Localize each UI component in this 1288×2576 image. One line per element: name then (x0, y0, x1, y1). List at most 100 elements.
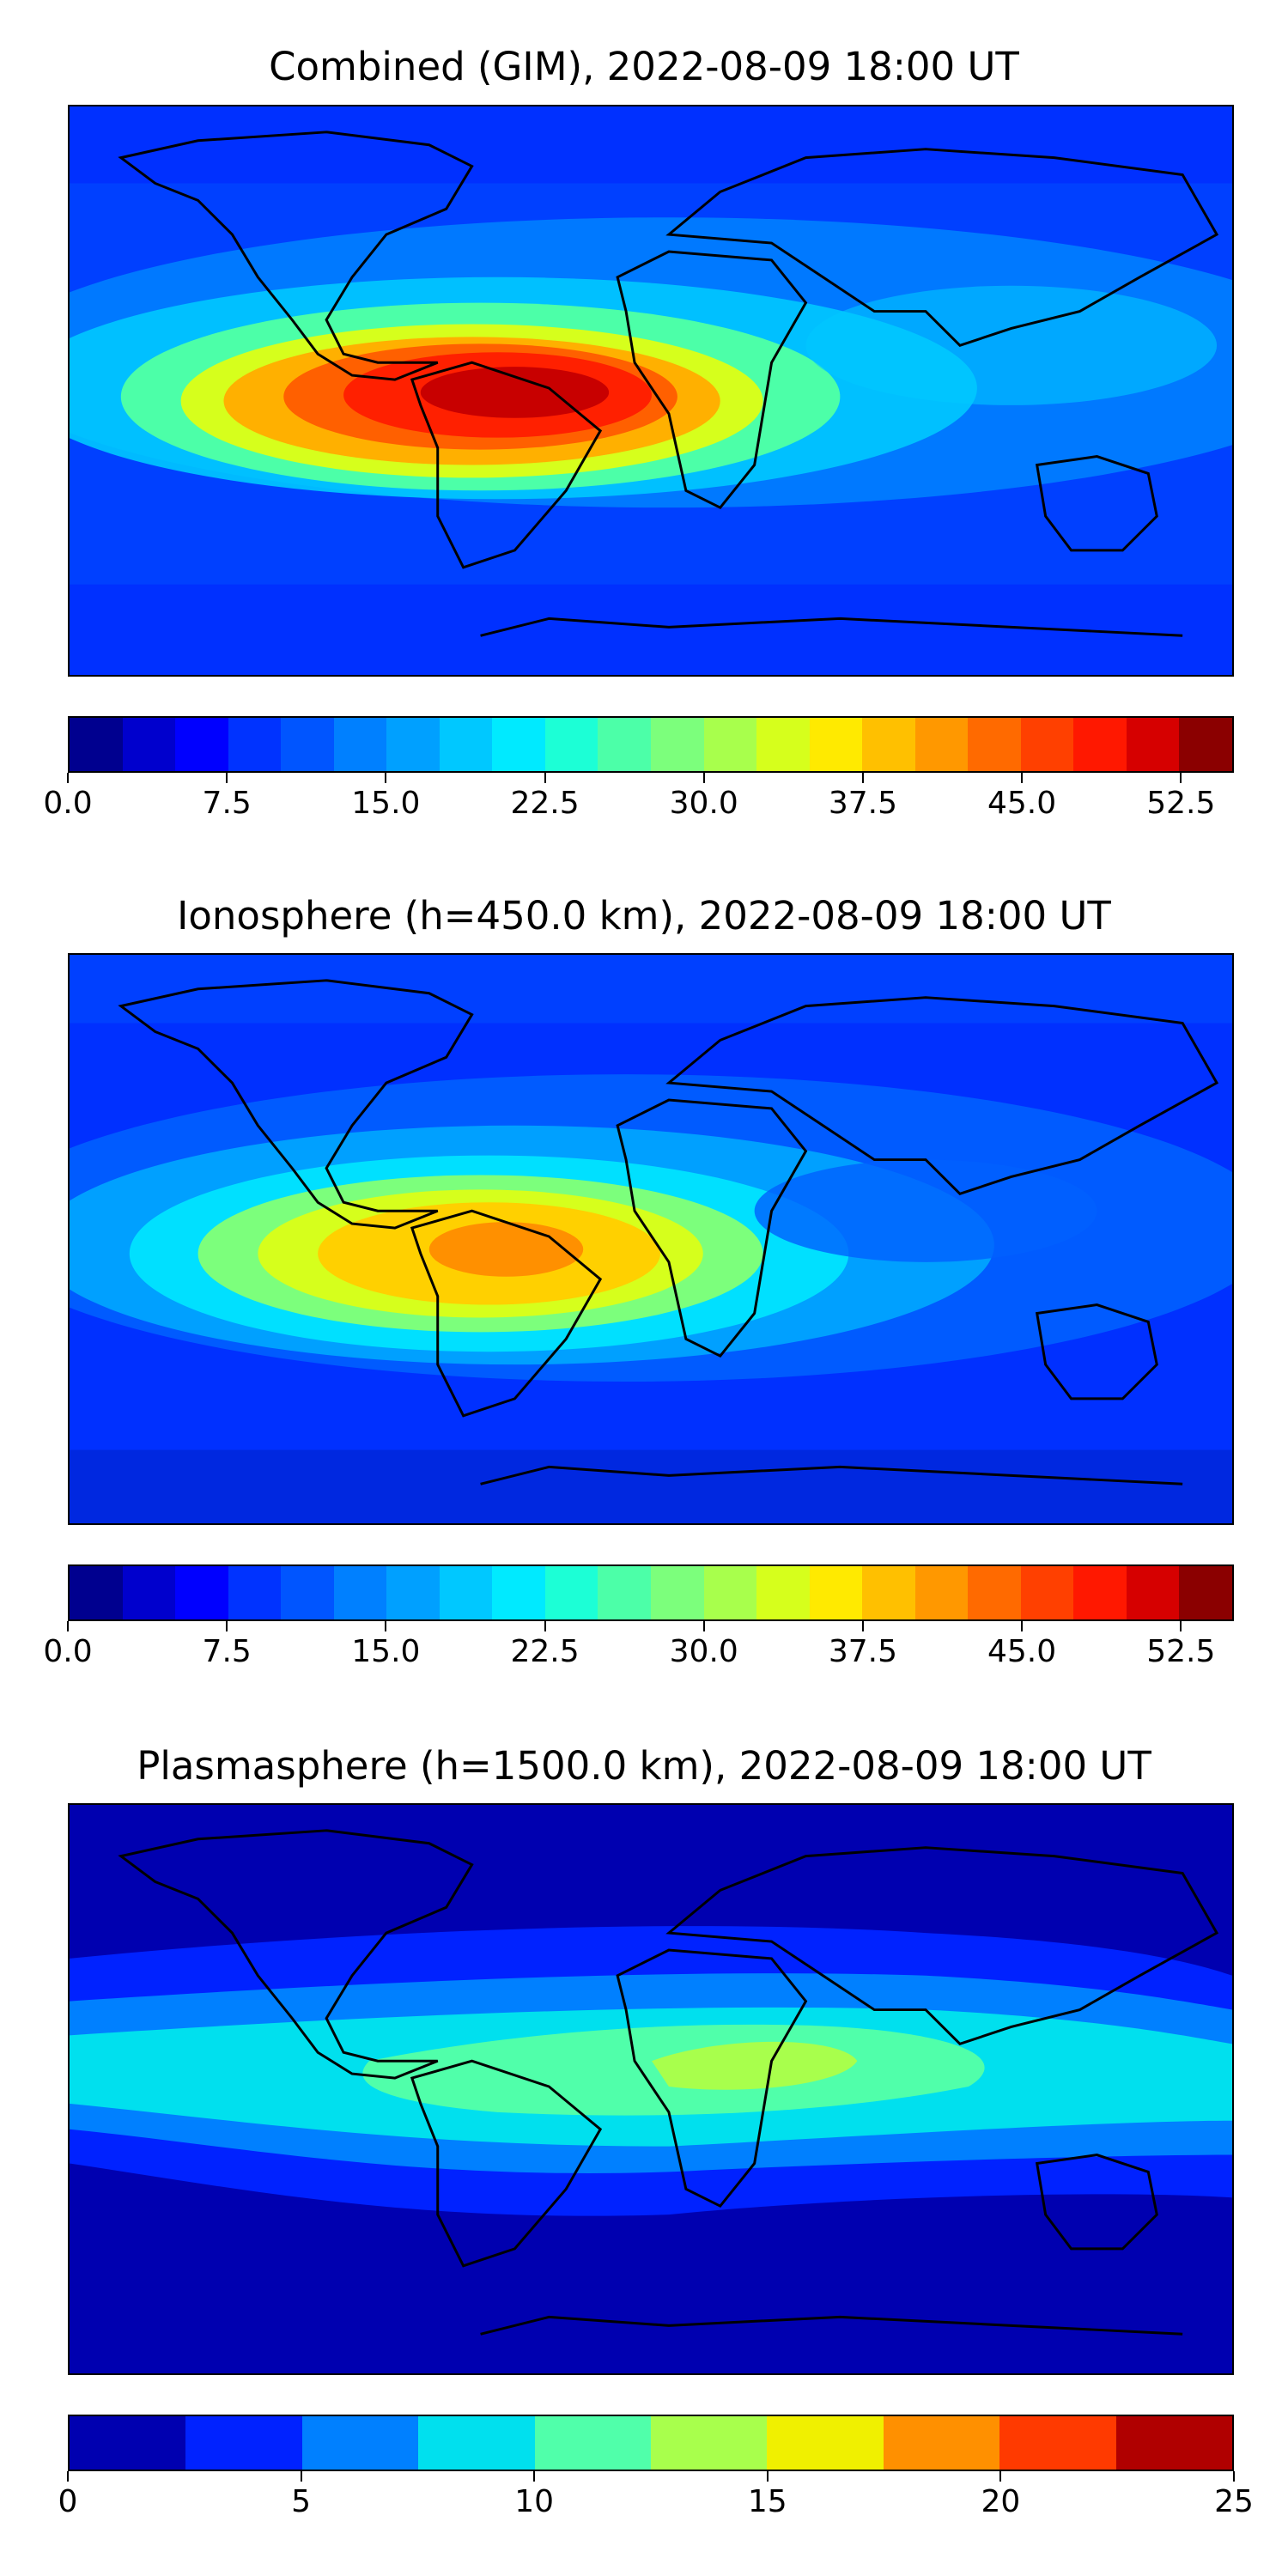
colorbar-segment (914, 1566, 969, 1619)
colorbar-tick (702, 773, 705, 783)
colorbar-combined (68, 716, 1234, 773)
colorbar-tick-label: 22.5 (510, 786, 580, 821)
colorbar-tick-label: 0.0 (43, 1634, 93, 1669)
colorbar-segment (544, 1566, 598, 1619)
colorbar-segment (968, 718, 1021, 771)
colorbar-tick (226, 773, 228, 783)
map-title-combined: Combined (GIM), 2022-08-09 18:00 UT (269, 44, 1019, 89)
colorbar-segment (70, 718, 123, 771)
colorbar-tick (1180, 773, 1182, 783)
colorbar-plasmasphere (68, 2415, 1234, 2471)
colorbar-segment (1179, 1566, 1233, 1619)
colorbar-tick (67, 2471, 69, 2482)
colorbar-segment (1073, 1566, 1127, 1619)
colorbar-segment (1179, 718, 1233, 771)
colorbar-segment (301, 2416, 419, 2470)
colorbar-tick-label: 37.5 (828, 1634, 897, 1669)
colorbar-segment (333, 718, 387, 771)
colorbar-tick (999, 2471, 1002, 2482)
colorbar-segment (228, 718, 282, 771)
colorbar-tick (67, 1621, 69, 1631)
colorbar-ionosphere (68, 1564, 1234, 1621)
colorbar-tick-label: 0.0 (43, 786, 93, 821)
map-ionosphere (68, 953, 1234, 1525)
colorbar-segment (809, 1566, 863, 1619)
colorbar-segment (1020, 718, 1074, 771)
colorbar-segment (439, 1566, 493, 1619)
colorbar-segment (862, 1566, 915, 1619)
colorbar-tick (544, 773, 546, 783)
colorbar-tick (861, 1621, 864, 1631)
colorbar-segment (651, 2416, 768, 2470)
colorbar-segment (1126, 718, 1180, 771)
colorbar-tick-label: 15.0 (351, 1634, 421, 1669)
colorbar-segment (175, 718, 228, 771)
colorbar-tick-label: 0 (58, 2484, 78, 2519)
colorbar-tick-label: 30.0 (669, 1634, 738, 1669)
colorbar-segment (651, 1566, 704, 1619)
coastline-outline (118, 979, 1219, 1485)
map-combined (68, 105, 1234, 677)
map-title-ionosphere: Ionosphere (h=450.0 km), 2022-08-09 18:0… (177, 893, 1111, 939)
colorbar-segment (418, 2416, 535, 2470)
colorbar-tick (1233, 2471, 1235, 2482)
colorbar-tick (300, 2471, 302, 2482)
colorbar-tick-label: 20 (981, 2484, 1021, 2519)
colorbar-tick (702, 1621, 705, 1631)
colorbar-tick (67, 773, 69, 783)
colorbar-tick (544, 1621, 546, 1631)
colorbar-tick-label: 15 (747, 2484, 787, 2519)
colorbar-segment (1126, 1566, 1180, 1619)
colorbar-segment (70, 2416, 186, 2470)
colorbar-tick-label: 15.0 (351, 786, 421, 821)
coastline-outline (118, 1829, 1219, 2336)
map-plasmasphere (68, 1803, 1234, 2375)
colorbar-segment (70, 1566, 123, 1619)
map-title-plasmasphere: Plasmasphere (h=1500.0 km), 2022-08-09 1… (137, 1743, 1151, 1789)
colorbar-tick-label: 10 (514, 2484, 555, 2519)
colorbar-segment (544, 718, 598, 771)
colorbar-segment (1020, 1566, 1074, 1619)
colorbar-tick (1180, 1621, 1182, 1631)
colorbar-segment (439, 718, 493, 771)
colorbar-tick-label: 52.5 (1146, 786, 1216, 821)
colorbar-segment (767, 2416, 884, 2470)
colorbar-tick-label: 7.5 (202, 786, 252, 821)
colorbar-segment (534, 2416, 652, 2470)
colorbar-segment (228, 1566, 282, 1619)
colorbar-segment (883, 2416, 1000, 2470)
colorbar-tick-label: 25 (1214, 2484, 1254, 2519)
colorbar-tick-label: 5 (291, 2484, 312, 2519)
colorbar-tick (385, 1621, 387, 1631)
coastline-outline (118, 131, 1219, 637)
colorbar-tick (385, 773, 387, 783)
colorbar-segment (175, 1566, 228, 1619)
colorbar-tick (1021, 1621, 1024, 1631)
colorbar-tick-label: 52.5 (1146, 1634, 1216, 1669)
colorbar-segment (651, 718, 704, 771)
colorbar-segment (862, 718, 915, 771)
colorbar-segment (281, 718, 334, 771)
colorbar-tick-label: 45.0 (987, 1634, 1057, 1669)
colorbar-segment (756, 1566, 810, 1619)
colorbar-tick (766, 2471, 769, 2482)
colorbar-tick-label: 37.5 (828, 786, 897, 821)
colorbar-segment (1115, 2416, 1233, 2470)
colorbar-segment (122, 718, 176, 771)
colorbar-segment (914, 718, 969, 771)
colorbar-tick-label: 22.5 (510, 1634, 580, 1669)
colorbar-segment (386, 718, 440, 771)
colorbar-segment (492, 718, 545, 771)
colorbar-segment (809, 718, 863, 771)
colorbar-tick (1021, 773, 1024, 783)
colorbar-segment (122, 1566, 176, 1619)
colorbar-segment (999, 2416, 1116, 2470)
colorbar-tick-label: 30.0 (669, 786, 738, 821)
colorbar-segment (968, 1566, 1021, 1619)
colorbar-tick (533, 2471, 536, 2482)
colorbar-segment (1073, 718, 1127, 771)
colorbar-segment (703, 1566, 757, 1619)
colorbar-segment (281, 1566, 334, 1619)
colorbar-segment (185, 2416, 302, 2470)
colorbar-tick-label: 7.5 (202, 1634, 252, 1669)
